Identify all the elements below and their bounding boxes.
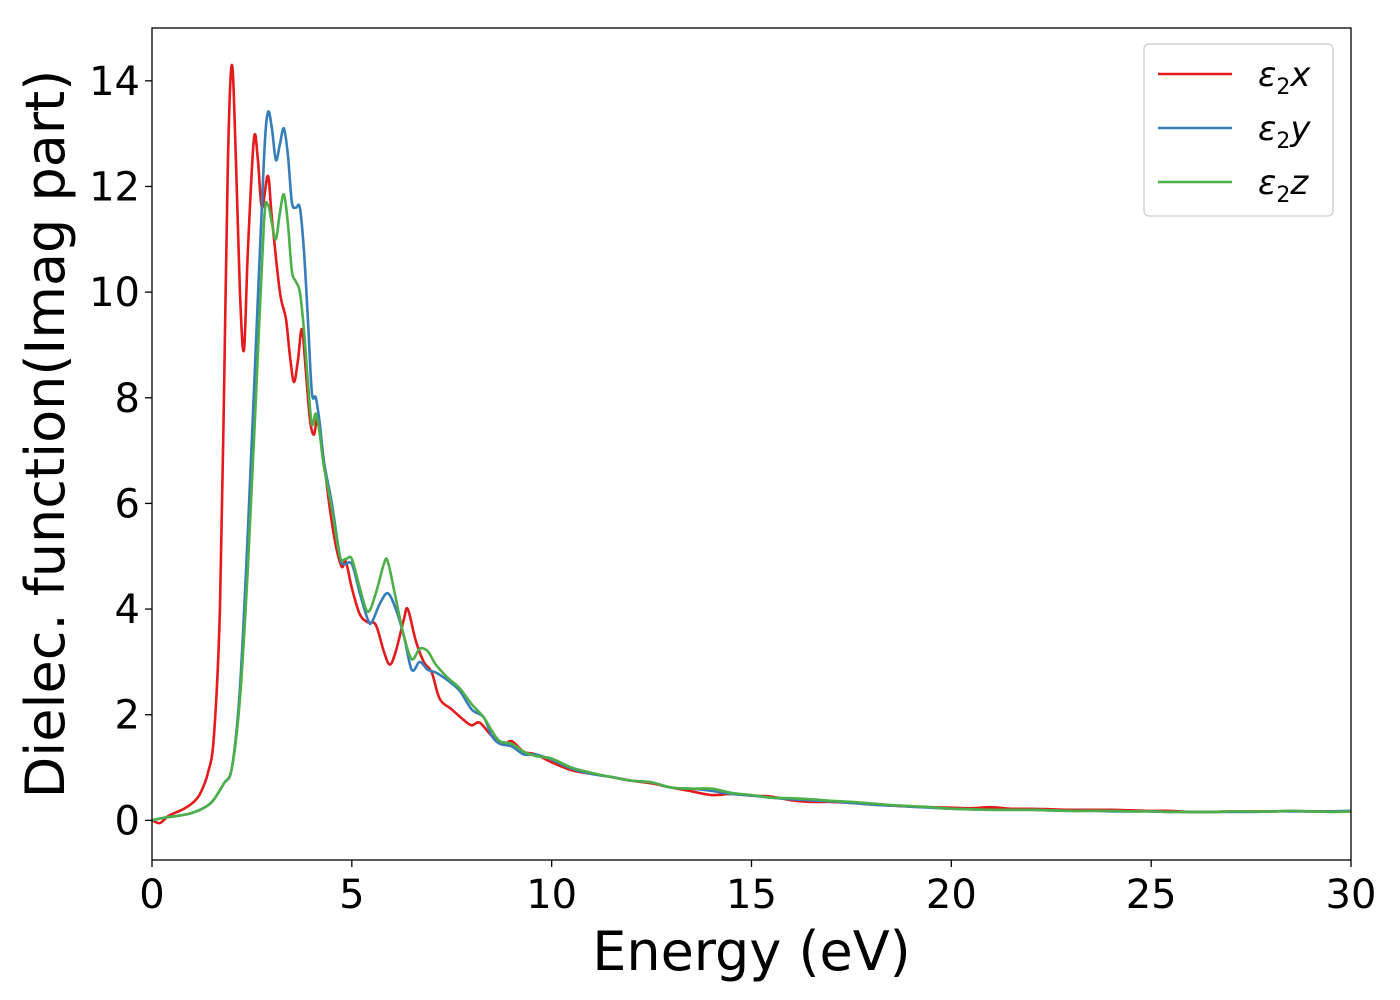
x-tick-label: 30 [1326,872,1377,918]
x-tick-label: 15 [726,872,777,918]
legend-label: ε2y [1258,109,1311,154]
x-tick-label: 25 [1126,872,1177,918]
y-tick-label: 6 [115,481,140,527]
y-tick-label: 4 [115,587,140,633]
y-tick-label: 14 [89,59,140,105]
series-layer [152,63,1351,825]
series-line-3 [152,193,1351,822]
y-tick-label: 8 [115,376,140,422]
legend-box [1143,43,1334,217]
x-tick-label: 20 [926,872,977,918]
y-axis: 0 2 4 6 8 10 12 14 [89,59,152,844]
y-tick-label: 0 [115,798,140,844]
x-axis: 0 5 10 15 20 25 30 [139,860,1376,918]
y-tick-label: 10 [89,270,140,316]
legend-label: ε2z [1258,163,1309,208]
legend-label: ε2x [1258,55,1311,100]
legend: ε2x ε2y ε2z [1143,43,1334,217]
x-axis-title: Energy (eV) [592,920,911,983]
y-axis-title: Dielec. function(Imag part) [14,70,77,799]
y-tick-label: 12 [89,164,140,210]
y-tick-label: 2 [115,693,140,739]
x-tick-label: 0 [139,872,164,918]
x-tick-label: 10 [526,872,577,918]
x-tick-label: 5 [339,872,364,918]
